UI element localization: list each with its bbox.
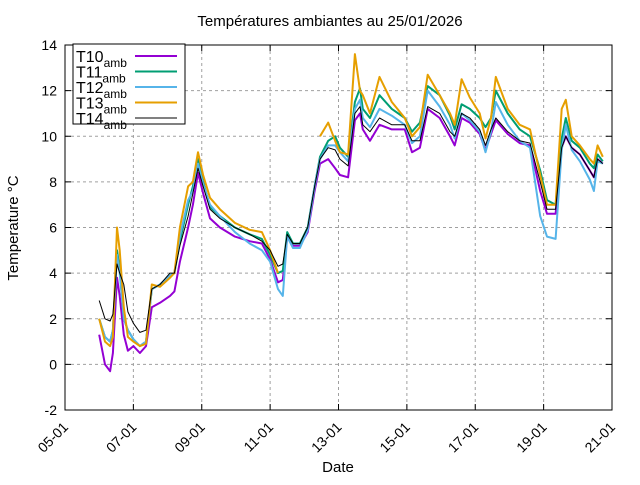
y-tick-label: 14 (41, 37, 57, 53)
legend-label-t13: T13amb (76, 96, 127, 117)
x-tick-label: 11-01 (240, 419, 276, 455)
x-axis-label: Date (322, 459, 354, 476)
series-line-t14 (98, 106, 604, 333)
legend-label-t12: T12amb (76, 80, 127, 101)
legend-label-t10: T10amb (76, 49, 127, 70)
legend-name: T10 (76, 49, 104, 66)
legend-label-t14: T14amb (76, 111, 127, 132)
x-tick-label: 07-01 (103, 419, 140, 456)
y-tick-label: 10 (41, 128, 57, 144)
series-lines (98, 53, 604, 373)
y-tick-label: 12 (41, 83, 57, 99)
legend-name: T11 (76, 65, 102, 82)
x-tick-label: 15-01 (376, 419, 413, 456)
y-tick-label: -2 (45, 402, 58, 418)
x-tick-label: 05-01 (34, 419, 71, 456)
series-line-t10 (98, 107, 604, 373)
y-tick-label: 0 (49, 356, 57, 372)
legend-label-t11: T11amb (76, 65, 126, 86)
chart-title: Températures ambiantes au 25/01/2026 (197, 13, 462, 30)
legend-subscript: amb (102, 72, 126, 86)
y-tick-label: 6 (49, 220, 57, 236)
x-tick-label: 21-01 (581, 419, 618, 456)
legend-subscript: amb (104, 103, 128, 117)
x-tick-label: 13-01 (308, 419, 345, 456)
legend-subscript: amb (104, 56, 128, 70)
y-tick-label: 8 (49, 174, 57, 190)
y-tick-label: 4 (49, 265, 57, 281)
legend-subscript: amb (104, 87, 128, 101)
y-axis-label: Temperature °C (5, 175, 22, 280)
legend-name: T13 (76, 96, 104, 113)
x-tick-label: 17-01 (445, 419, 482, 456)
legend-name: T12 (76, 80, 104, 97)
series-line-t13 (319, 53, 604, 206)
y-tick-label: 2 (49, 311, 57, 327)
series-line-t13 (98, 151, 279, 348)
x-tick-label: 19-01 (513, 419, 550, 456)
legend-subscript: amb (104, 118, 128, 132)
legend-box (72, 43, 186, 125)
x-tick-label: 09-01 (171, 419, 208, 456)
legend-name: T14 (76, 111, 104, 128)
